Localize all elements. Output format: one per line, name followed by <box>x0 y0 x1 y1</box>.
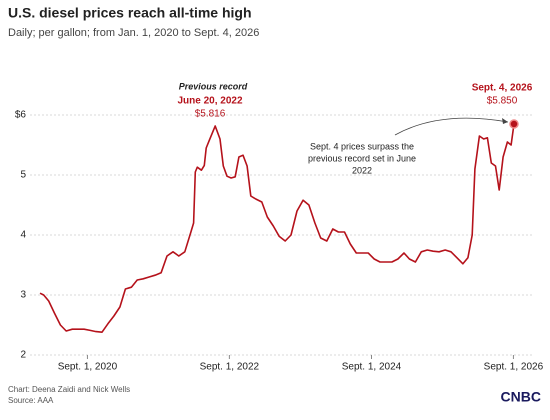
chart-subtitle: Daily; per gallon; from Jan. 1, 2020 to … <box>8 27 259 39</box>
source: Source: AAA <box>8 396 54 405</box>
x-tick-label: Sept. 1, 2026 <box>484 362 544 373</box>
annotation-date: June 20, 2022 <box>177 96 242 107</box>
callout-line: previous record set in June <box>308 153 416 163</box>
annotation-price: $5.816 <box>195 109 226 120</box>
credit: Chart: Deena Zaidi and Nick Wells <box>8 385 130 394</box>
y-tick-label: 5 <box>20 170 26 181</box>
latest-point <box>509 119 519 129</box>
logo: CNBC <box>501 389 541 405</box>
annotation-date: Sept. 4, 2026 <box>472 83 533 94</box>
annotation-price: $5.850 <box>487 96 518 107</box>
price-line <box>39 123 515 333</box>
y-tick-label: 2 <box>20 350 26 361</box>
chart-title: U.S. diesel prices reach all-time high <box>8 5 252 21</box>
y-tick-label: 3 <box>20 290 26 301</box>
callout-line: 2022 <box>352 165 372 175</box>
callout-line: Sept. 4 prices surpass the <box>310 141 414 151</box>
callout-arrow <box>394 117 509 136</box>
annotation-note: Previous record <box>179 81 248 91</box>
x-tick-label: Sept. 1, 2024 <box>342 362 402 373</box>
x-tick-label: Sept. 1, 2022 <box>200 362 260 373</box>
x-tick-label: Sept. 1, 2020 <box>58 362 118 373</box>
y-tick-label: $6 <box>15 110 27 121</box>
y-tick-label: 4 <box>20 230 26 241</box>
callout-arrowhead <box>502 118 508 124</box>
